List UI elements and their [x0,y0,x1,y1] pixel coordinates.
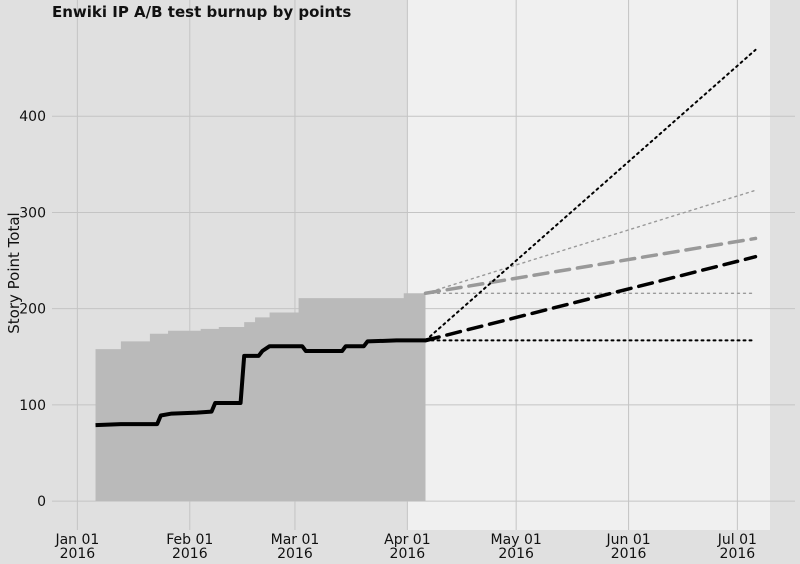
x-tick-year-label: 2016 [60,546,96,560]
scope-total-area [95,293,426,502]
chart-title: Enwiki IP A/B test burnup by points [52,3,351,21]
y-tick-label: 0 [37,494,46,510]
y-axis-ticks: 0 100 200 300 400 [19,109,46,510]
x-tick-label: Apr 01 [384,532,430,548]
completed-line-layer [95,336,434,428]
x-tick-label: Jun 01 [606,532,651,548]
x-tick-label: Jan 01 [54,532,99,548]
x-tick-label: Feb 01 [166,532,213,548]
y-tick-label: 300 [19,205,46,221]
x-tick-year-label: 2016 [277,546,313,560]
completed-points-line [95,336,434,428]
y-tick-label: 100 [19,398,46,414]
x-tick-label: Jul 01 [717,532,757,548]
x-tick-year-label: 2016 [720,546,756,560]
forecast-lines-layer [423,48,758,343]
x-tick-year-label: 2016 [172,546,208,560]
forecast-line-scope-trend [423,236,758,296]
x-tick-year-label: 2016 [498,546,534,560]
x-tick-year-label: 2016 [611,546,647,560]
y-tick-label: 400 [19,109,46,125]
forecast-line-completed-high [424,48,757,342]
forecast-line-completed-trend [423,254,758,343]
y-tick-label: 200 [19,302,46,318]
y-axis-label: Story Point Total [5,212,23,333]
x-tick-label: May 01 [491,532,542,548]
forecast-line-scope-high [424,189,757,294]
x-tick-label: Mar 01 [271,532,320,548]
x-tick-year-label: 2016 [390,546,426,560]
scope-area-layer [95,293,426,502]
